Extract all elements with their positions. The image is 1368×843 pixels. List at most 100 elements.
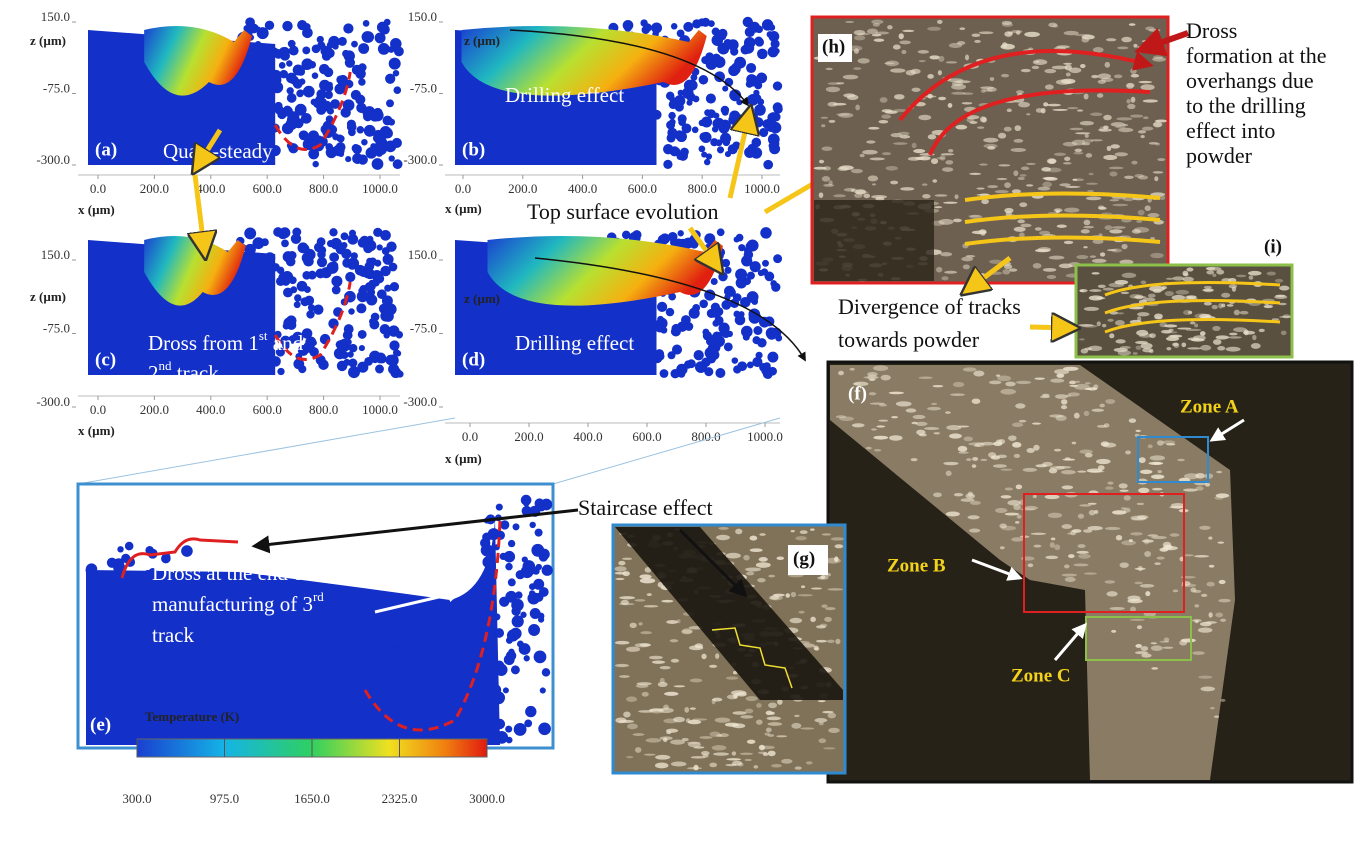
x-tick-label: 600.0 <box>253 402 282 417</box>
powder-particle <box>309 61 317 69</box>
powder-particle <box>753 90 759 96</box>
powder-particle <box>348 308 354 314</box>
texture <box>819 192 824 198</box>
text-part: Dross from 1 <box>148 331 259 355</box>
texture <box>652 661 665 664</box>
texture <box>882 109 893 112</box>
texture <box>1130 532 1142 535</box>
powder-particle <box>727 331 733 337</box>
texture <box>851 189 855 192</box>
powder-particle <box>490 615 497 622</box>
texture <box>1145 591 1150 596</box>
powder-particle <box>338 75 348 85</box>
texture <box>1117 312 1125 314</box>
texture <box>1109 171 1117 176</box>
texture <box>732 711 746 715</box>
powder-particle <box>542 668 550 676</box>
texture <box>1187 347 1201 349</box>
texture <box>1100 252 1105 256</box>
powder-particle <box>393 70 399 76</box>
texture <box>640 578 655 583</box>
texture <box>822 176 830 182</box>
texture <box>649 656 663 660</box>
texture <box>1065 577 1076 582</box>
texture <box>941 276 948 280</box>
texture <box>1141 281 1147 285</box>
powder-particle <box>651 22 662 33</box>
texture <box>642 692 649 697</box>
texture <box>867 372 878 377</box>
texture <box>1000 546 1005 549</box>
texture <box>931 403 937 405</box>
texture <box>1064 241 1074 244</box>
texture <box>963 264 970 269</box>
powder-particle <box>331 276 342 287</box>
panel-label: (i) <box>1264 236 1282 257</box>
texture <box>785 593 790 598</box>
texture <box>1009 268 1017 271</box>
panel-label: (h) <box>822 36 845 57</box>
powder-particle <box>316 105 326 115</box>
powder-particle <box>389 58 401 70</box>
colorbar-tick-label: 2325.0 <box>382 791 418 806</box>
powder-particle <box>349 230 356 237</box>
texture <box>1205 483 1210 487</box>
texture <box>726 758 741 760</box>
powder-particle <box>372 145 382 155</box>
texture <box>791 592 797 597</box>
powder-particle <box>513 523 520 530</box>
texture <box>860 154 865 158</box>
powder-particle <box>529 590 535 596</box>
texture <box>1127 104 1135 109</box>
powder-particle <box>385 355 395 365</box>
texture <box>1183 310 1192 315</box>
texture <box>767 717 781 721</box>
texture <box>871 428 877 430</box>
texture <box>816 640 827 643</box>
powder-particle <box>522 556 528 562</box>
annotation: effect into <box>1186 118 1275 143</box>
texture <box>958 451 969 453</box>
powder-particle <box>244 227 256 239</box>
texture <box>619 720 634 723</box>
texture <box>1004 182 1011 188</box>
texture <box>1172 276 1184 280</box>
powder-particle <box>738 244 745 251</box>
powder-particle <box>682 123 692 133</box>
powder-particle <box>534 651 547 664</box>
texture <box>1004 127 1012 132</box>
texture <box>709 665 717 668</box>
annotation: track <box>152 623 194 647</box>
texture <box>946 511 960 516</box>
texture <box>1141 653 1151 657</box>
texture <box>933 385 944 387</box>
texture <box>1208 537 1212 540</box>
texture <box>1043 102 1048 106</box>
powder-particle <box>303 86 315 98</box>
powder-particle <box>306 310 314 318</box>
texture <box>1219 580 1226 584</box>
texture <box>1140 470 1152 474</box>
powder-particle <box>351 41 358 48</box>
texture <box>1076 255 1088 259</box>
powder-particle <box>315 95 324 104</box>
texture <box>1212 274 1216 277</box>
colorbar-tick-label: 1650.0 <box>294 791 330 806</box>
powder-particle <box>727 288 736 297</box>
texture <box>866 140 875 143</box>
texture <box>712 698 722 702</box>
texture <box>1228 336 1242 338</box>
texture <box>1138 210 1145 216</box>
x-tick-label: 200.0 <box>514 429 543 444</box>
powder-particle <box>357 126 364 133</box>
z-tick-label: 150.0 <box>408 247 437 262</box>
texture <box>1001 526 1016 531</box>
texture <box>1099 404 1104 408</box>
powder-particle <box>725 151 731 157</box>
texture <box>1088 503 1097 505</box>
powder-particle <box>342 50 350 58</box>
texture <box>1123 124 1128 126</box>
texture <box>998 133 1006 139</box>
powder-particle <box>699 75 709 85</box>
texture <box>1026 448 1034 453</box>
